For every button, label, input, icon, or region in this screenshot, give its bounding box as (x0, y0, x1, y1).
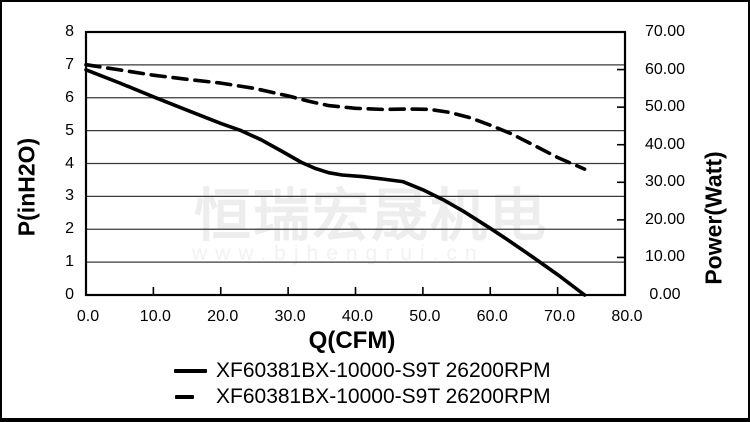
x-tick-label: 10.0 (139, 308, 171, 325)
y-right-tick-label: 70.00 (644, 23, 686, 40)
y-left-tick-label: 5 (65, 121, 74, 139)
legend: XF60381BX-10000-S9T 26200RPM XF60381BX-1… (174, 358, 551, 410)
y-left-tick-label: 3 (65, 187, 74, 205)
legend-label: XF60381BX-10000-S9T 26200RPM (216, 385, 551, 408)
y-right-tick-label: 10.00 (644, 248, 686, 266)
y-right-tick-label: 20.00 (644, 210, 686, 228)
y-right-tick-label: 50.00 (644, 98, 686, 116)
dashed-line-icon (174, 395, 216, 399)
x-tick-label: 70.0 (544, 308, 576, 325)
y-left-tick-label: 6 (65, 88, 74, 106)
y-left-tick-label: 1 (65, 253, 74, 271)
y-left-tick-label: 2 (65, 220, 74, 238)
solid-line-icon (174, 369, 216, 373)
watermark-url-text: www.bjhengrui.cn (192, 242, 485, 265)
y-right-tick-label: 40.00 (644, 135, 686, 153)
x-axis-title: Q(CFM) (308, 327, 396, 354)
power-curve (84, 62, 587, 171)
plot-border (84, 30, 627, 297)
y-left-tick-label: 4 (65, 154, 74, 172)
pressure-curve (84, 68, 587, 297)
legend-item-power-curve: XF60381BX-10000-S9T 26200RPM (174, 384, 551, 410)
x-tick-label: 80.0 (611, 308, 643, 325)
legend-label: XF60381BX-10000-S9T 26200RPM (216, 359, 551, 382)
x-tick-label: 20.0 (207, 308, 239, 325)
y-left-tick-label: 7 (65, 55, 74, 73)
y-left-tick-label: 0 (65, 286, 74, 303)
x-tick-label: 60.0 (476, 308, 508, 325)
y-right-tick-label: 0.00 (649, 286, 681, 303)
y-right-tick-label: 30.00 (644, 173, 686, 191)
watermark-company-text: 恒瑞宏晟机电 (194, 184, 548, 248)
y-right-tick-label: 60.00 (644, 60, 686, 78)
x-tick-label: 40.0 (341, 308, 374, 325)
x-tick-label: 30.0 (274, 308, 306, 325)
y-left-tick-label: 8 (65, 23, 74, 40)
y-left-axis-title: P(inH2O) (13, 137, 40, 237)
x-tick-label: 50.0 (409, 308, 441, 325)
y-right-axis-title: Power(Watt) (700, 151, 727, 285)
legend-item-pressure-curve: XF60381BX-10000-S9T 26200RPM (174, 358, 551, 384)
x-tick-label: 0.0 (76, 308, 100, 325)
